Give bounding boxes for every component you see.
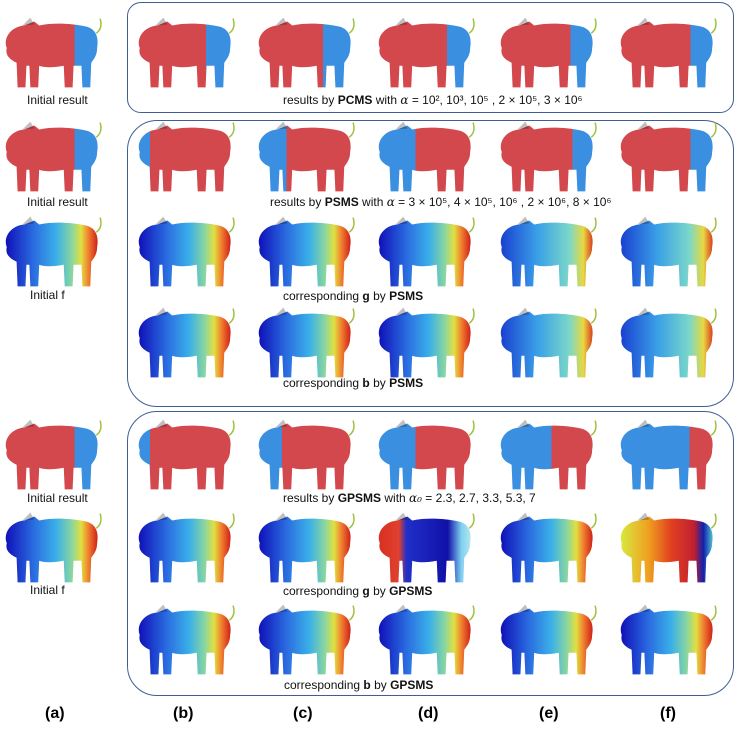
pig-render <box>248 207 358 291</box>
pig-render <box>248 595 358 679</box>
pig-render <box>128 298 238 382</box>
pig-render <box>490 503 600 587</box>
psms-panel <box>127 120 734 407</box>
column-label-c: (c) <box>293 705 313 722</box>
pig-render <box>610 8 720 92</box>
row4-caption: corresponding b by PSMS <box>283 376 424 390</box>
pig-render <box>0 207 105 291</box>
pig-render <box>610 410 720 494</box>
pig-render <box>610 595 720 679</box>
pig-render <box>490 410 600 494</box>
row6-caption: corresponding g by GPSMS <box>283 584 433 598</box>
pig-render <box>368 298 478 382</box>
pig-render <box>368 8 478 92</box>
gpsms-panel <box>127 411 734 696</box>
pig-render <box>368 207 478 291</box>
column-label-f: (f) <box>660 705 676 722</box>
pig-render <box>610 298 720 382</box>
pig-render <box>248 503 358 587</box>
pig-render <box>128 112 238 196</box>
pig-render <box>490 8 600 92</box>
pig-render <box>128 410 238 494</box>
pig-render <box>0 112 105 196</box>
pig-render <box>0 8 105 92</box>
row2-caption: results by PSMS with α = 3 × 10⁵, 4 × 10… <box>270 195 612 209</box>
row6-left-label: Initial f <box>30 583 65 597</box>
pig-render <box>128 8 238 92</box>
pig-render <box>0 503 105 587</box>
pig-render <box>368 503 478 587</box>
pig-render <box>610 503 720 587</box>
column-label-e: (e) <box>539 705 559 722</box>
row7-caption: corresponding b by GPSMS <box>284 678 434 692</box>
pig-render <box>490 595 600 679</box>
pig-render <box>248 298 358 382</box>
pig-render <box>248 8 358 92</box>
row5-left-label: Initial result <box>27 491 88 505</box>
row5-caption: results by GPSMS with α₀ = 2.3, 2.7, 3.3… <box>283 491 536 505</box>
pig-render <box>490 207 600 291</box>
row3-left-label: Initial f <box>30 288 65 302</box>
row1-caption: results by PCMS with α = 10², 10³, 10⁵ ,… <box>283 93 583 107</box>
row2-left-label: Initial result <box>27 195 88 209</box>
pig-render <box>128 207 238 291</box>
pig-render <box>248 112 358 196</box>
column-label-d: (d) <box>418 705 439 722</box>
pig-render <box>248 410 358 494</box>
column-label-a: (a) <box>45 705 65 722</box>
pig-render <box>610 207 720 291</box>
pig-render <box>0 410 105 494</box>
row1-left-label: Initial result <box>27 93 88 107</box>
column-label-b: (b) <box>173 705 194 722</box>
pig-render <box>490 112 600 196</box>
pig-render <box>368 112 478 196</box>
pig-render <box>368 410 478 494</box>
pcms-panel <box>127 2 734 113</box>
pig-render <box>128 595 238 679</box>
pig-render <box>490 298 600 382</box>
pig-render <box>610 112 720 196</box>
row3-caption: corresponding g by PSMS <box>283 289 424 303</box>
pig-render <box>368 595 478 679</box>
pig-render <box>128 503 238 587</box>
